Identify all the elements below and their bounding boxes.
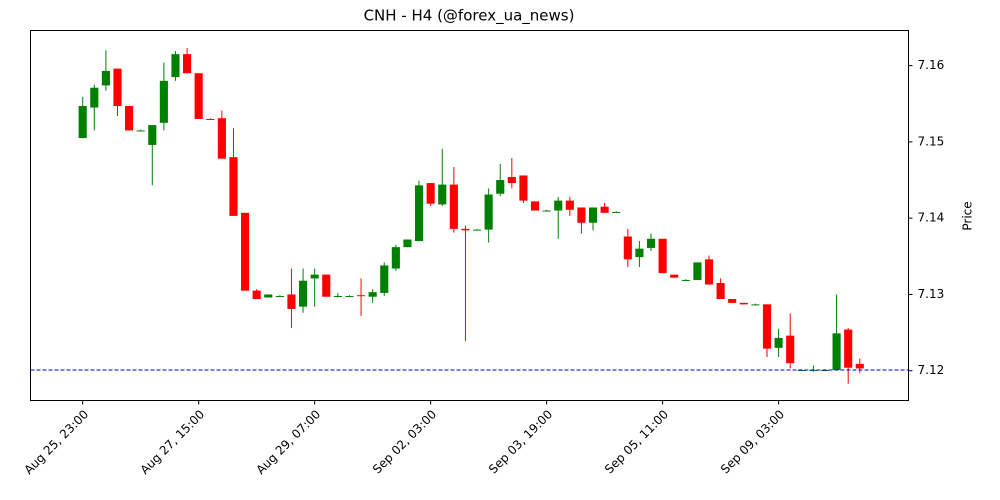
candle-body bbox=[728, 299, 737, 303]
candle-body bbox=[414, 185, 424, 242]
candle-body bbox=[461, 228, 470, 231]
candle-body bbox=[704, 259, 714, 285]
candle-body bbox=[264, 294, 273, 298]
candle-body bbox=[217, 118, 226, 159]
candle-body bbox=[438, 184, 447, 205]
y-tick-label: 7.14 bbox=[918, 211, 945, 225]
candle-body bbox=[449, 184, 458, 229]
x-tick-label: Sep 05, 11:00 bbox=[602, 407, 671, 476]
candle-body bbox=[101, 70, 110, 86]
candle-body bbox=[183, 54, 192, 74]
candle-body bbox=[507, 176, 516, 184]
candle-body bbox=[577, 207, 586, 223]
candle-body bbox=[125, 106, 134, 131]
candle-body bbox=[472, 229, 482, 231]
candle-body bbox=[565, 200, 574, 210]
candle-body bbox=[356, 295, 366, 297]
candle-body bbox=[658, 238, 667, 274]
candle-body bbox=[206, 118, 215, 120]
candle-body bbox=[635, 248, 644, 258]
candle-body bbox=[751, 304, 760, 306]
candle-body bbox=[229, 157, 238, 216]
plot-frame bbox=[30, 30, 909, 401]
candle-body bbox=[252, 290, 261, 300]
candle-body bbox=[136, 130, 145, 132]
candle-body bbox=[78, 106, 87, 139]
candle-body bbox=[333, 295, 342, 297]
candle-body bbox=[322, 274, 331, 297]
candle-body bbox=[194, 73, 203, 119]
candle-body bbox=[623, 236, 632, 260]
candle-body bbox=[588, 207, 598, 223]
y-axis-label: Price bbox=[961, 201, 975, 230]
x-tick-label: Aug 27, 15:00 bbox=[137, 407, 207, 477]
candle-body bbox=[519, 175, 528, 201]
y-tick-label: 7.16 bbox=[918, 58, 945, 72]
candle-body bbox=[670, 274, 679, 278]
y-tick-label: 7.13 bbox=[918, 287, 945, 301]
candle-body bbox=[368, 292, 377, 297]
candle-body bbox=[171, 54, 180, 78]
candle-body bbox=[380, 265, 389, 293]
candle-body bbox=[275, 295, 284, 297]
candle-body bbox=[554, 200, 563, 211]
candle-body bbox=[646, 238, 656, 248]
candle-body bbox=[310, 274, 319, 279]
candle-body bbox=[426, 183, 435, 204]
candle-body bbox=[241, 212, 250, 291]
candle-body bbox=[148, 125, 157, 145]
candle-body bbox=[287, 294, 296, 309]
candle-body bbox=[774, 337, 783, 348]
x-tick-label: Aug 29, 07:00 bbox=[253, 407, 323, 477]
candle-body bbox=[612, 212, 621, 214]
candle-body bbox=[762, 304, 772, 349]
candle-body bbox=[299, 280, 308, 307]
candle-body bbox=[345, 295, 354, 297]
candle-body bbox=[159, 80, 168, 123]
y-tick-label: 7.12 bbox=[918, 363, 945, 377]
candle-body bbox=[530, 201, 540, 211]
candle-body bbox=[681, 279, 690, 281]
x-tick-label: Sep 02, 03:00 bbox=[370, 407, 439, 476]
candle-body bbox=[716, 283, 725, 300]
candle-body bbox=[786, 335, 795, 364]
x-tick-label: Aug 25, 23:00 bbox=[21, 407, 91, 477]
candle-body bbox=[496, 180, 505, 194]
candle-body bbox=[391, 247, 400, 269]
candle-body bbox=[403, 239, 412, 248]
candle-body bbox=[90, 87, 99, 108]
y-tick-label: 7.15 bbox=[918, 134, 945, 148]
candle-body bbox=[855, 363, 864, 369]
chart-title: CNH - H4 (@forex_ua_news) bbox=[364, 7, 575, 26]
candle-body bbox=[113, 68, 122, 107]
candle-body bbox=[693, 262, 702, 280]
candle-body bbox=[739, 302, 748, 305]
candle-body bbox=[844, 329, 853, 368]
candle-body bbox=[832, 333, 841, 370]
candle-body bbox=[542, 210, 551, 212]
x-tick-label: Sep 03, 19:00 bbox=[486, 407, 555, 476]
x-tick-label: Sep 09, 03:00 bbox=[718, 407, 787, 476]
candle-body bbox=[484, 194, 493, 230]
candle-body bbox=[600, 206, 609, 213]
